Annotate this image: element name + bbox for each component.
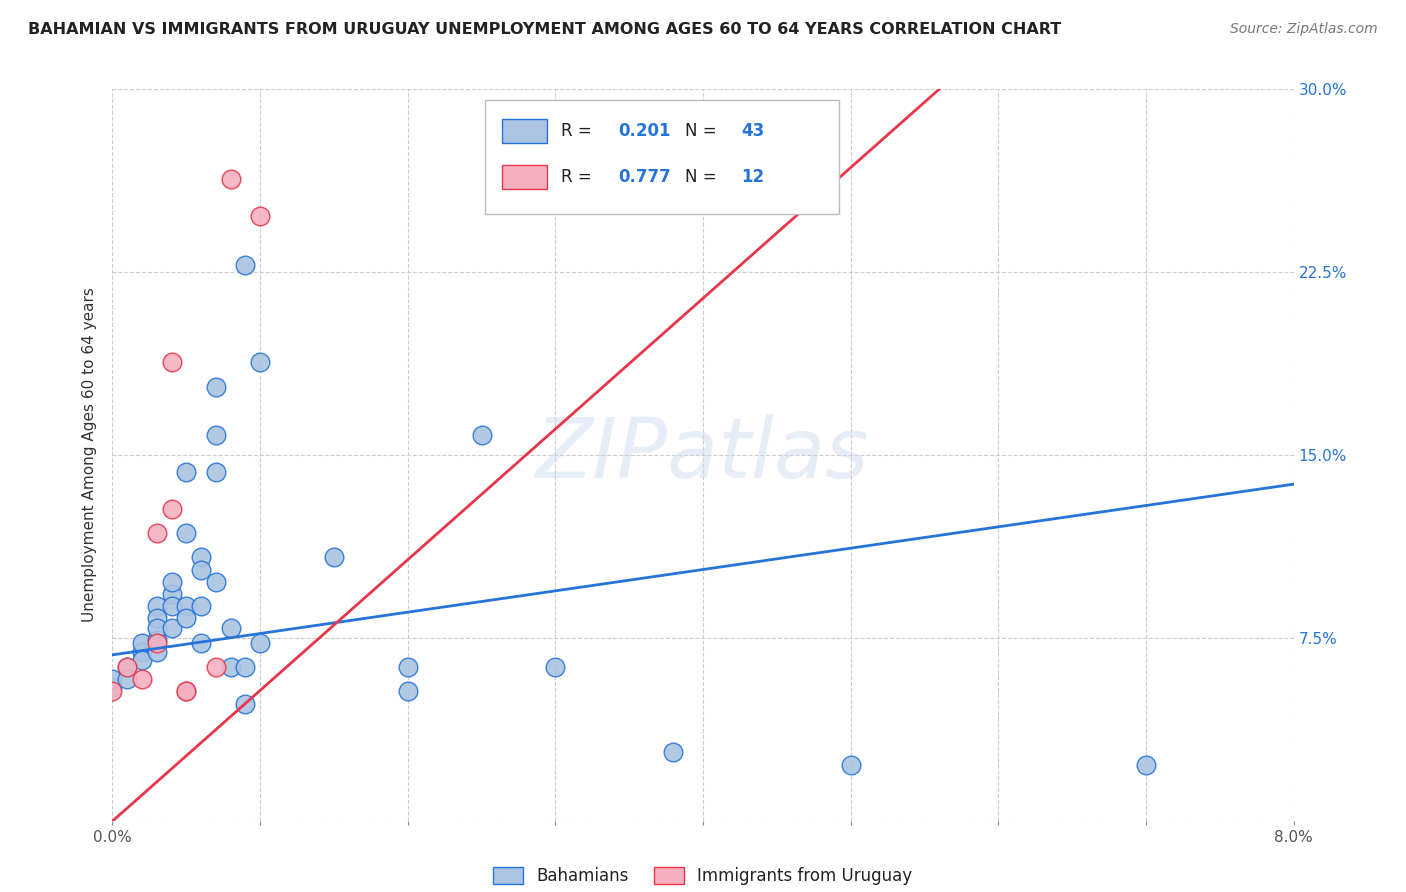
- Point: [101, 684, 124, 698]
- Point: [146, 633, 169, 648]
- Text: 0.201: 0.201: [619, 122, 671, 140]
- Point: [160, 574, 183, 589]
- Point: [233, 697, 256, 711]
- Point: [101, 672, 124, 686]
- Point: [219, 660, 242, 674]
- Point: [160, 587, 183, 601]
- Point: [662, 745, 685, 759]
- Point: [174, 684, 197, 698]
- Point: [396, 684, 419, 698]
- Point: [396, 660, 419, 674]
- Point: [146, 645, 169, 659]
- Point: [233, 660, 256, 674]
- Point: [146, 599, 169, 613]
- Text: R =: R =: [561, 168, 598, 186]
- Point: [174, 684, 197, 698]
- Point: [117, 660, 138, 674]
- Point: [101, 680, 124, 694]
- Point: [205, 574, 228, 589]
- Point: [205, 465, 228, 479]
- Legend: Bahamians, Immigrants from Uruguay: Bahamians, Immigrants from Uruguay: [494, 867, 912, 886]
- Point: [205, 428, 228, 442]
- Text: N =: N =: [685, 122, 723, 140]
- Point: [544, 660, 567, 674]
- Text: Source: ZipAtlas.com: Source: ZipAtlas.com: [1230, 22, 1378, 37]
- Point: [146, 611, 169, 625]
- Text: BAHAMIAN VS IMMIGRANTS FROM URUGUAY UNEMPLOYMENT AMONG AGES 60 TO 64 YEARS CORRE: BAHAMIAN VS IMMIGRANTS FROM URUGUAY UNEM…: [28, 22, 1062, 37]
- Point: [117, 660, 138, 674]
- Point: [219, 172, 242, 186]
- Point: [249, 635, 271, 649]
- Point: [117, 672, 138, 686]
- Point: [205, 379, 228, 393]
- Point: [146, 635, 169, 649]
- Text: ZIPatlas: ZIPatlas: [536, 415, 870, 495]
- Point: [146, 621, 169, 635]
- Point: [233, 258, 256, 272]
- Point: [174, 599, 197, 613]
- Text: 43: 43: [741, 122, 763, 140]
- Bar: [502, 120, 547, 143]
- Point: [839, 757, 862, 772]
- Point: [131, 635, 153, 649]
- Point: [160, 501, 183, 516]
- Point: [1135, 757, 1157, 772]
- Point: [249, 355, 271, 369]
- Point: [190, 562, 212, 576]
- Point: [131, 653, 153, 667]
- Text: 12: 12: [741, 168, 763, 186]
- Bar: [502, 165, 547, 189]
- Point: [131, 672, 153, 686]
- Point: [190, 599, 212, 613]
- Point: [190, 550, 212, 565]
- Point: [160, 355, 183, 369]
- Point: [174, 465, 197, 479]
- Point: [471, 428, 494, 442]
- Point: [131, 645, 153, 659]
- Point: [219, 621, 242, 635]
- Point: [174, 525, 197, 540]
- Text: N =: N =: [685, 168, 723, 186]
- Text: 0.777: 0.777: [619, 168, 671, 186]
- Point: [146, 525, 169, 540]
- Text: R =: R =: [561, 122, 598, 140]
- Y-axis label: Unemployment Among Ages 60 to 64 years: Unemployment Among Ages 60 to 64 years: [82, 287, 97, 623]
- Point: [190, 635, 212, 649]
- Point: [174, 611, 197, 625]
- Point: [160, 599, 183, 613]
- Point: [323, 550, 346, 565]
- FancyBboxPatch shape: [485, 100, 839, 213]
- Point: [249, 209, 271, 223]
- Point: [160, 621, 183, 635]
- Point: [205, 660, 228, 674]
